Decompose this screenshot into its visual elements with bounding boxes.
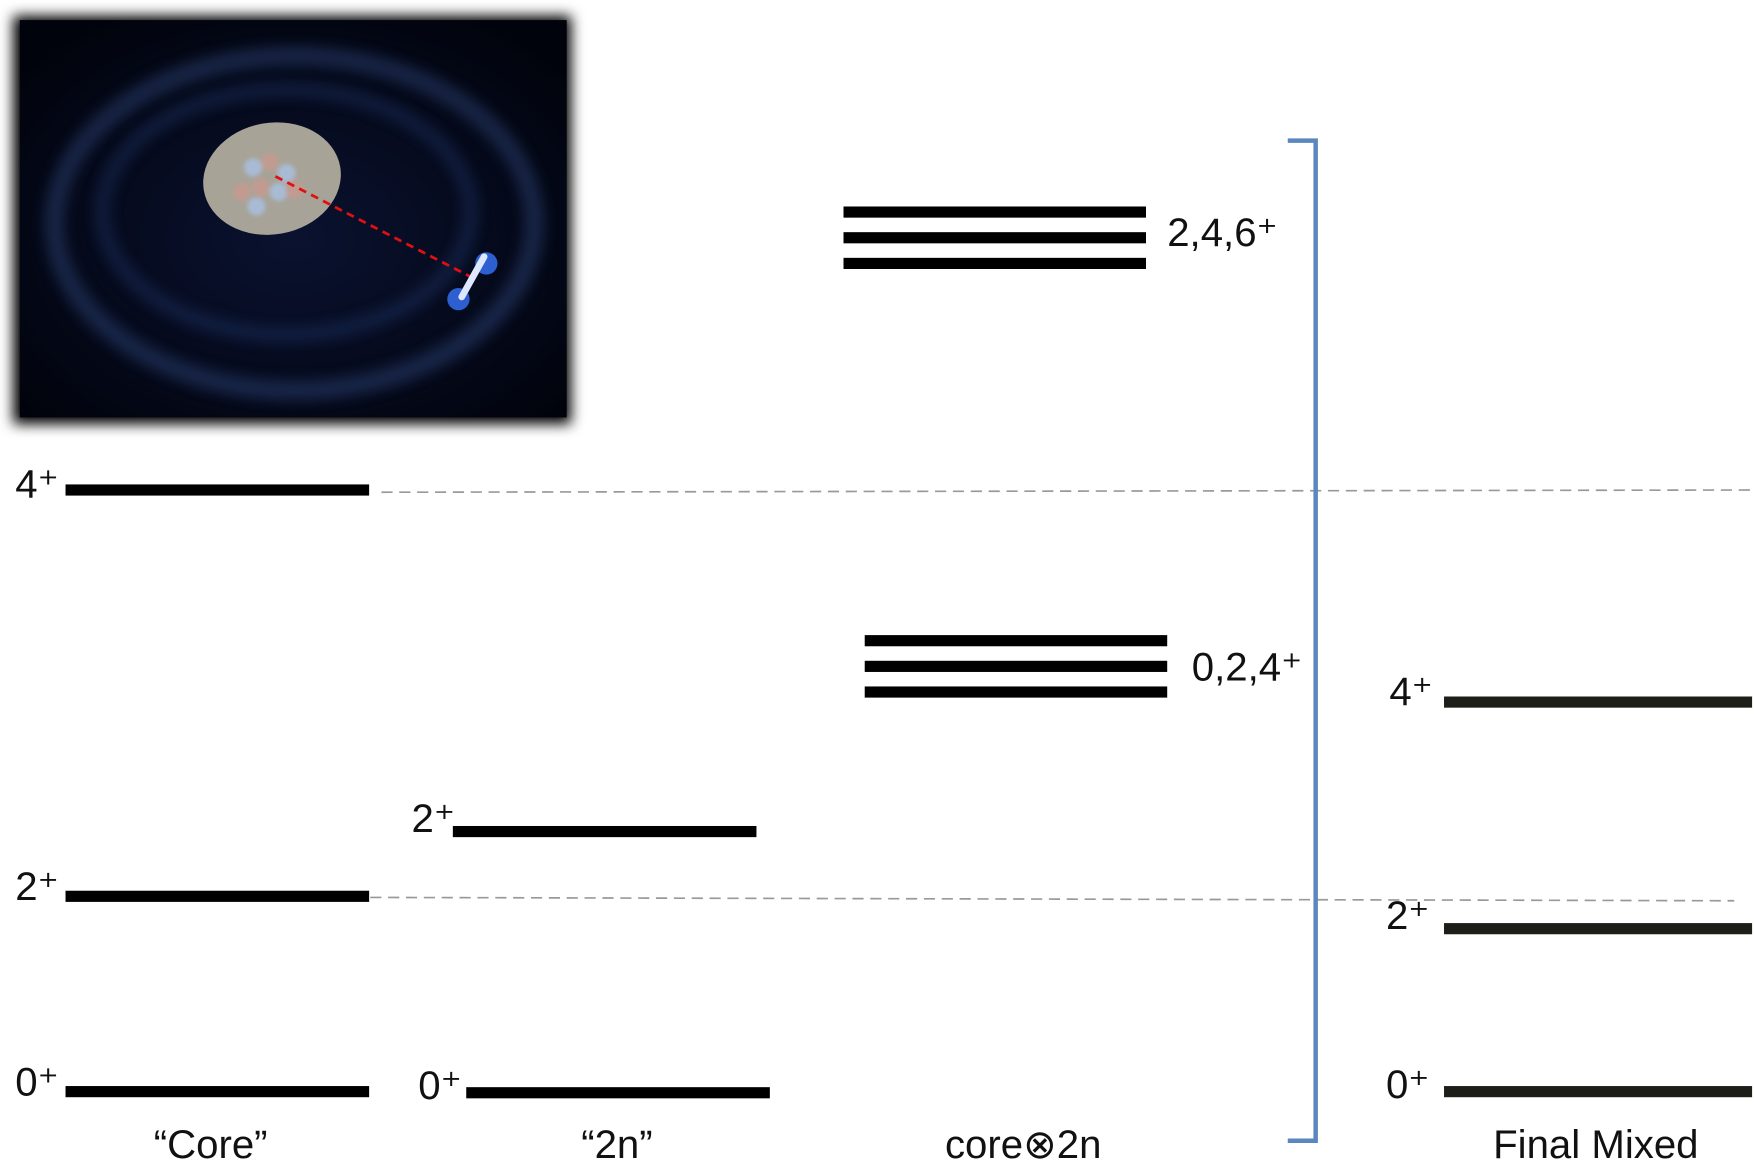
level-bar: [844, 232, 1146, 243]
level-bar: [844, 258, 1146, 269]
dashed-guide: [381, 490, 1752, 492]
column-label: core⊗2n: [945, 1122, 1102, 1167]
spin-label: 2⁺: [1386, 893, 1430, 938]
spin-label: 0⁺: [1386, 1062, 1430, 1107]
spin-label: 2⁺: [15, 864, 59, 909]
level-bar: [1444, 697, 1752, 708]
level-bar: [453, 826, 757, 837]
level-bar: [1444, 923, 1752, 934]
level-bar: [844, 206, 1146, 217]
level-bar: [865, 661, 1167, 672]
spin-label: 0⁺: [418, 1063, 462, 1108]
spin-label: 2,4,6⁺: [1167, 210, 1278, 255]
spin-label: 4⁺: [1389, 669, 1433, 714]
level-bar: [66, 891, 370, 902]
bracket: [1288, 141, 1316, 1141]
level-bar: [66, 1086, 370, 1097]
level-bar: [66, 484, 370, 495]
level-bar: [1444, 1086, 1752, 1097]
spin-label: 0,2,4⁺: [1192, 644, 1303, 689]
dashed-guide: [370, 897, 1734, 900]
level-bar: [865, 635, 1167, 646]
level-scheme: “Core” 0⁺ 2⁺ 4⁺ “2n” 0⁺ 2⁺ core⊗2n 0,2,4⁺ 2,4,6⁺ F…: [0, 0, 1754, 1172]
spin-label: 2⁺: [412, 796, 456, 841]
spin-label: 4⁺: [15, 461, 59, 506]
level-bar: [865, 686, 1167, 697]
column-label: Final Mixed: [1493, 1122, 1698, 1167]
column-label: “2n”: [581, 1122, 652, 1167]
column-label: “Core”: [154, 1122, 268, 1167]
level-bar: [466, 1087, 770, 1098]
spin-label: 0⁺: [15, 1060, 59, 1105]
nucleus-illustration: [13, 16, 571, 425]
